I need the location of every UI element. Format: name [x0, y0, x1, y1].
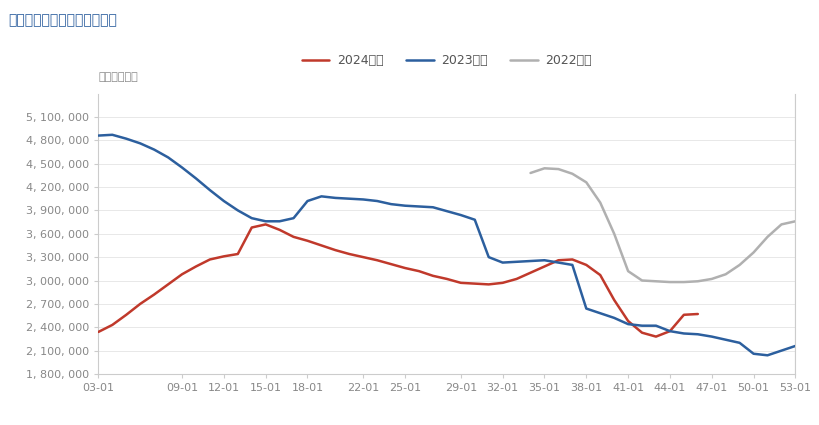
2024年度 — [400, 266, 410, 271]
2024年度 — [372, 258, 382, 263]
Text: 原木：港口库存：中国（周）: 原木：港口库存：中国（周） — [8, 13, 117, 27]
2024年度 — [274, 227, 284, 232]
2024年度 — [191, 264, 201, 269]
2024年度 — [107, 322, 117, 327]
2024年度 — [469, 281, 479, 286]
2024年度 — [455, 280, 465, 286]
2024年度 — [595, 272, 604, 278]
2022年度 — [650, 279, 660, 284]
2022年度 — [553, 167, 563, 172]
2024年度 — [664, 329, 674, 334]
2024年度 — [414, 269, 423, 274]
2024年度 — [567, 257, 577, 262]
2022年度 — [581, 180, 590, 185]
2024年度 — [219, 254, 229, 259]
2023年度 — [776, 348, 785, 353]
2024年度 — [636, 330, 646, 335]
2024年度 — [316, 243, 326, 248]
2022年度 — [567, 171, 577, 176]
2022年度 — [636, 278, 646, 283]
2024年度 — [525, 270, 535, 275]
2024年度 — [511, 276, 521, 281]
2022年度 — [720, 272, 730, 277]
2024年度 — [441, 276, 451, 281]
2024年度 — [497, 280, 507, 286]
2024年度 — [539, 264, 549, 269]
2024年度 — [288, 234, 298, 239]
2022年度 — [790, 219, 799, 224]
2024年度 — [121, 312, 131, 317]
2024年度 — [358, 255, 368, 260]
2022年度 — [776, 222, 785, 227]
2023年度 — [260, 219, 270, 224]
2024年度 — [650, 334, 660, 339]
2024年度 — [692, 312, 702, 317]
2023年度 — [567, 262, 577, 267]
2024年度 — [678, 312, 688, 317]
Line: 2024年度: 2024年度 — [98, 224, 697, 337]
Text: 单位：立方米: 单位：立方米 — [98, 72, 138, 82]
2022年度 — [539, 166, 549, 171]
2022年度 — [622, 269, 632, 274]
2024年度 — [149, 292, 159, 297]
Line: 2023年度: 2023年度 — [98, 135, 794, 355]
2022年度 — [734, 262, 744, 267]
2023年度 — [93, 133, 103, 138]
2023年度 — [316, 194, 326, 199]
2022年度 — [762, 234, 771, 239]
2022年度 — [609, 231, 618, 236]
Legend: 2024年度, 2023年度, 2022年度: 2024年度, 2023年度, 2022年度 — [296, 49, 596, 72]
2022年度 — [706, 276, 716, 281]
2024年度 — [386, 261, 396, 267]
2024年度 — [609, 298, 618, 303]
2023年度 — [790, 343, 799, 348]
2022年度 — [595, 200, 604, 205]
2024年度 — [581, 262, 590, 267]
2022年度 — [664, 280, 674, 285]
2024年度 — [247, 225, 256, 230]
2024年度 — [330, 247, 340, 252]
2023年度 — [107, 132, 117, 137]
2024年度 — [428, 273, 437, 278]
2023年度 — [762, 353, 771, 358]
2023年度 — [330, 196, 340, 201]
2024年度 — [163, 282, 173, 287]
2024年度 — [135, 301, 145, 306]
2024年度 — [553, 258, 563, 263]
2024年度 — [93, 329, 103, 334]
2024年度 — [177, 272, 187, 277]
2024年度 — [205, 257, 215, 262]
2022年度 — [692, 279, 702, 284]
2024年度 — [260, 222, 270, 227]
2022年度 — [525, 170, 535, 176]
Line: 2022年度: 2022年度 — [530, 168, 794, 282]
2024年度 — [233, 252, 242, 257]
2024年度 — [622, 318, 632, 323]
2022年度 — [748, 250, 758, 255]
2024年度 — [483, 282, 493, 287]
2022年度 — [678, 280, 688, 285]
2023年度 — [609, 315, 618, 320]
2024年度 — [344, 252, 354, 257]
2024年度 — [302, 238, 312, 243]
